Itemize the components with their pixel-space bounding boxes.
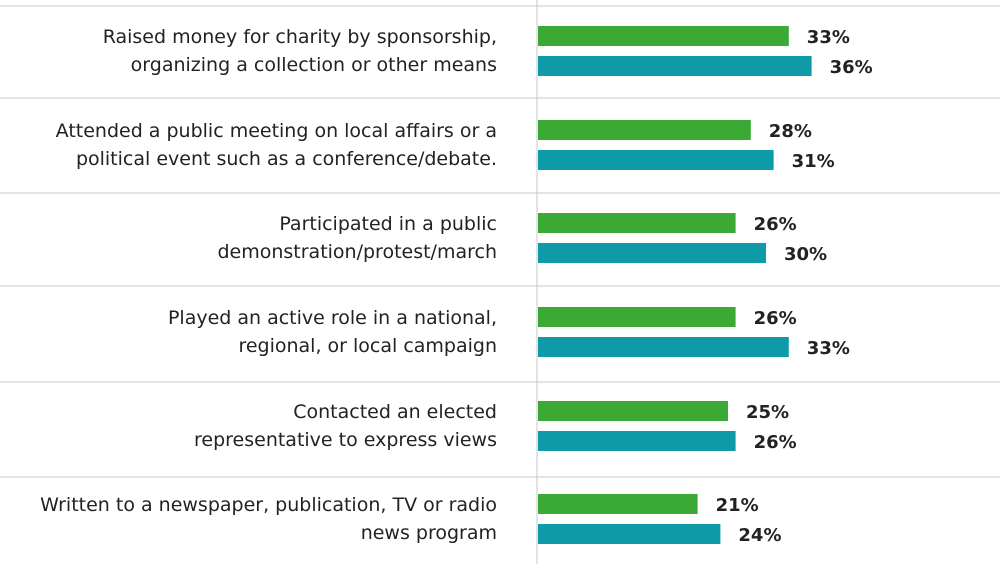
category-label: Written to a newspaper, publication, TV … bbox=[40, 494, 497, 544]
bar-series-2 bbox=[538, 431, 736, 451]
bar-series-2 bbox=[538, 337, 789, 357]
category-label: Played an active role in a national, regi… bbox=[168, 307, 497, 357]
bar-series-1 bbox=[538, 494, 698, 514]
bar-series-1 bbox=[538, 213, 736, 233]
data-label: 25% bbox=[746, 402, 789, 423]
data-label: 31% bbox=[792, 151, 835, 172]
data-label: 26% bbox=[754, 432, 797, 453]
data-label: 21% bbox=[716, 495, 759, 516]
bar-series-2 bbox=[538, 150, 774, 170]
bar-series-1 bbox=[538, 307, 736, 327]
data-label: 36% bbox=[830, 57, 873, 78]
category-label: Contacted an elected representative to ex… bbox=[194, 401, 497, 451]
category-label: Attended a public meeting on local affai… bbox=[56, 120, 497, 170]
bar-series-2 bbox=[538, 56, 812, 76]
category-label: Raised money for charity by sponsorship,… bbox=[103, 26, 497, 76]
data-label: 33% bbox=[807, 338, 850, 359]
data-label: 33% bbox=[807, 27, 850, 48]
data-label: 24% bbox=[738, 525, 781, 546]
bar-series-1 bbox=[538, 120, 751, 140]
data-label: 26% bbox=[754, 308, 797, 329]
bar-series-1 bbox=[538, 26, 789, 46]
bar-series-1 bbox=[538, 401, 728, 421]
category-label: Participated in a public demonstration/pr… bbox=[217, 213, 497, 263]
data-label: 28% bbox=[769, 121, 812, 142]
data-label: 26% bbox=[754, 214, 797, 235]
bar-series-2 bbox=[538, 524, 721, 544]
data-label: 30% bbox=[784, 244, 827, 265]
bar-series-2 bbox=[538, 243, 766, 263]
